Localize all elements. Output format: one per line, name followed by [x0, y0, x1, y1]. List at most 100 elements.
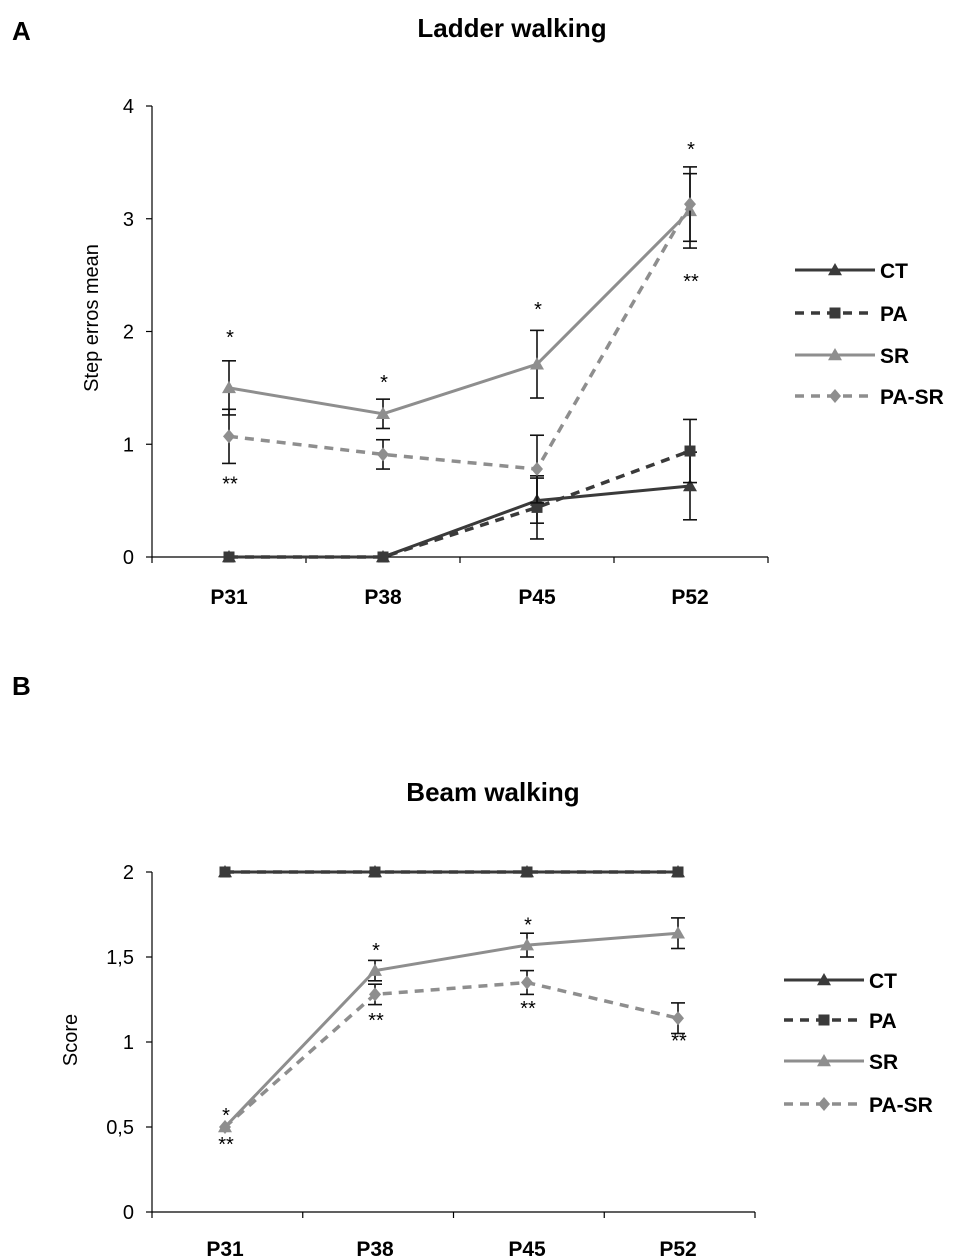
legend-label-pa: PA	[869, 1010, 897, 1033]
x-tick-label-p38: P38	[356, 1238, 394, 1260]
y-axis-label-b: Score	[60, 1014, 82, 1066]
series-line-ct	[229, 484, 691, 559]
y-axis-label-a: Step erros mean	[81, 244, 103, 392]
legend-label-ct: CT	[880, 260, 908, 283]
significance-star: *	[524, 915, 532, 937]
data-point-sr	[376, 406, 390, 420]
legend-marker	[828, 263, 842, 276]
legend-marker	[818, 1014, 830, 1026]
legend-item-pa-sr: PA-SR	[795, 386, 944, 409]
significance-double-star: **	[683, 271, 699, 293]
legend-item-pa: PA	[795, 303, 908, 326]
y-tick-label: 0	[123, 547, 134, 569]
significance-double-star: **	[222, 474, 238, 496]
legend-label-pa: PA	[880, 303, 908, 326]
data-point-pa	[369, 866, 381, 878]
x-tick-label-p45: P45	[518, 586, 556, 609]
series-line-pa	[229, 449, 691, 559]
series-line-pa-sr	[228, 203, 692, 471]
legend-marker	[817, 1054, 831, 1067]
y-tick-label: 2	[123, 862, 134, 884]
data-point-pa-sr	[521, 975, 533, 990]
series-pa	[223, 418, 697, 563]
legend-marker	[829, 389, 841, 403]
significance-double-star: **	[520, 998, 536, 1020]
legend-label-ct: CT	[869, 970, 897, 993]
legend-item-ct: CT	[784, 970, 897, 993]
data-point-pa-sr	[377, 447, 389, 462]
legend-marker	[818, 1097, 830, 1111]
data-point-ct	[683, 478, 697, 492]
x-tick-label-p38: P38	[364, 586, 402, 609]
panel-letter-b: B	[12, 671, 31, 701]
series-sr	[218, 917, 685, 1133]
legend-label-sr: SR	[880, 345, 909, 368]
legend-item-sr: SR	[795, 345, 909, 368]
data-point-pa-sr	[531, 462, 543, 477]
data-point-pa	[219, 866, 231, 878]
panel-letter-a: A	[12, 16, 31, 46]
legend-a: CT PA SR PA-SR	[795, 260, 944, 409]
panel-a: A Ladder walking Step erros mean 0 1 2 3 4 P3…	[12, 13, 944, 609]
x-tick-label-p52: P52	[659, 1238, 696, 1260]
data-point-pa-sr	[223, 429, 235, 444]
legend-item-pa-sr: PA-SR	[784, 1094, 933, 1117]
x-tick-label-p31: P31	[210, 586, 248, 609]
data-point-pa	[377, 551, 389, 563]
significance-star: *	[534, 299, 542, 321]
legend-item-ct: CT	[795, 260, 908, 283]
series-ct	[222, 451, 697, 563]
x-tick-label-p52: P52	[671, 586, 708, 609]
y-tick-label: 1,5	[106, 947, 134, 969]
significance-star: *	[226, 327, 234, 349]
x-tick-label-p31: P31	[206, 1238, 244, 1260]
y-tick-label: 0,5	[106, 1117, 134, 1139]
legend-label-pa-sr: PA-SR	[869, 1094, 933, 1117]
series-line-pa-sr	[223, 980, 679, 1129]
y-tick-label: 4	[123, 96, 134, 118]
panel-b: B Beam walking Score 0 0,5 1 1,5 2 P31 P38 P45 P…	[12, 671, 933, 1260]
significance-double-star: **	[368, 1010, 384, 1032]
legend-item-sr: SR	[784, 1051, 898, 1074]
legend-marker	[828, 348, 842, 361]
significance-double-star: **	[218, 1134, 234, 1156]
series-line-sr	[228, 209, 692, 416]
legend-marker	[829, 307, 841, 319]
significance-star: *	[372, 940, 380, 962]
x-tick-label-p45: P45	[508, 1238, 546, 1260]
data-point-pa	[531, 501, 543, 513]
data-point-pa	[223, 551, 235, 563]
series-pa-sr	[222, 166, 697, 504]
data-point-pa-sr	[369, 987, 381, 1002]
y-tick-label: 0	[123, 1202, 134, 1224]
y-tick-label: 2	[123, 322, 134, 344]
data-point-pa-sr	[672, 1011, 684, 1026]
data-point-pa-sr	[219, 1120, 231, 1134]
legend-marker	[817, 973, 831, 986]
data-point-pa	[684, 445, 696, 457]
legend-b: CT PA SR PA-SR	[784, 970, 933, 1117]
significance-star: *	[222, 1105, 230, 1127]
legend-label-sr: SR	[869, 1051, 898, 1074]
data-point-sr	[368, 963, 382, 976]
chart-title-ladder: Ladder walking	[417, 13, 606, 43]
y-tick-label: 1	[123, 434, 134, 456]
data-point-sr	[222, 380, 236, 394]
series-pa	[219, 866, 684, 878]
data-point-sr	[520, 938, 534, 951]
chart-title-beam: Beam walking	[406, 777, 579, 807]
significance-star: *	[687, 139, 695, 161]
data-point-pa	[672, 866, 684, 878]
y-tick-label: 3	[123, 209, 134, 231]
series-pa-sr	[219, 969, 685, 1134]
y-tick-label: 1	[123, 1032, 134, 1054]
series-sr	[222, 172, 697, 430]
legend-label-pa-sr: PA-SR	[880, 386, 944, 409]
series-line-sr	[223, 931, 679, 1129]
significance-double-star: **	[671, 1030, 687, 1052]
data-point-pa	[521, 866, 533, 878]
data-point-sr	[530, 357, 544, 370]
